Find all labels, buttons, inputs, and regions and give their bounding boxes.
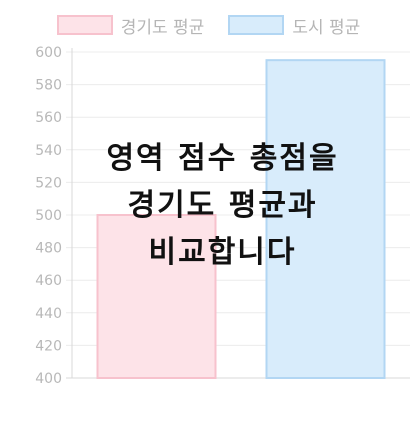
caption-line-3: 비교합니다: [148, 235, 297, 270]
y-tick-label: 580: [35, 78, 62, 94]
legend-swatch-gyeonggi: [56, 15, 113, 35]
y-tick-label: 460: [35, 273, 62, 289]
caption-line-2: 경기도 평균과: [127, 188, 318, 223]
y-tick-label: 540: [35, 143, 62, 159]
y-tick-label: 480: [35, 241, 62, 257]
legend-item-city[interactable]: 도시 평균: [228, 13, 360, 38]
caption-line-1: 영역 점수 총점을: [106, 141, 339, 176]
y-tick-label: 560: [35, 110, 62, 126]
chart-caption-overlay: 영역 점수 총점을 경기도 평균과 비교합니다: [50, 135, 395, 276]
y-tick-label: 600: [35, 45, 62, 61]
bar-city-average: [265, 59, 386, 380]
legend-item-gyeonggi[interactable]: 경기도 평균: [56, 13, 205, 38]
legend-swatch-city: [228, 15, 285, 35]
y-tick-label: 440: [35, 306, 62, 322]
bar-gyeonggi-average: [96, 214, 217, 379]
legend-label-gyeonggi: 경기도 평균: [120, 17, 205, 38]
y-tick-label: 400: [35, 371, 62, 387]
chart-legend: 경기도 평균 도시 평균: [0, 10, 417, 40]
legend-label-city: 도시 평균: [292, 17, 361, 38]
y-tick-label: 500: [35, 208, 62, 224]
y-tick-label: 420: [35, 338, 62, 354]
y-tick-label: 520: [35, 175, 62, 191]
